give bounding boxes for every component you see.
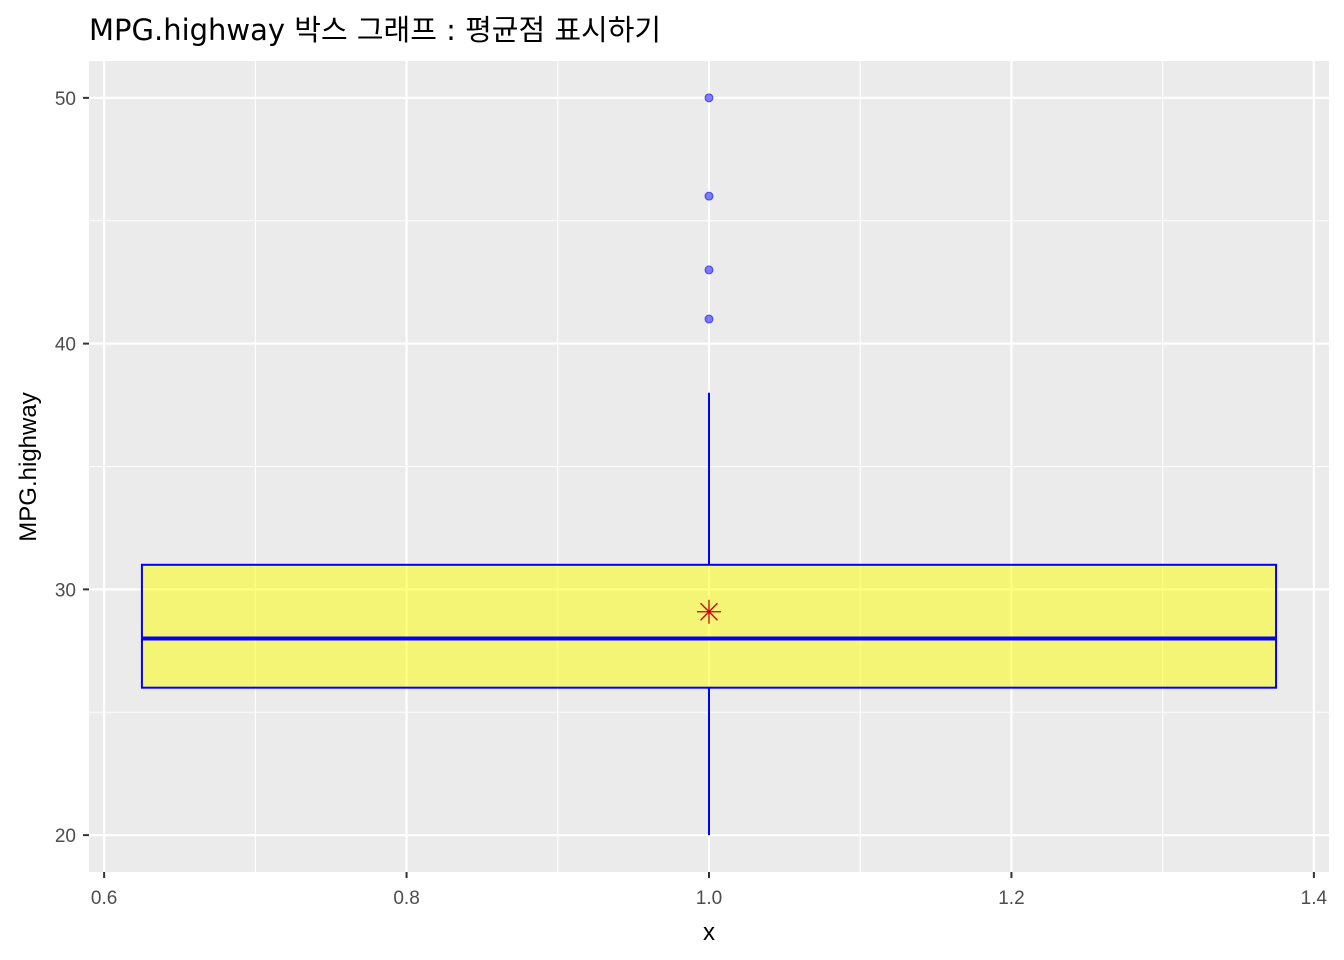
y-axis-title: MPG.highway — [15, 392, 42, 541]
axes: 20 30 40 50 0.6 0.8 1.0 1.2 1.4 — [55, 89, 1328, 909]
gridlines — [89, 61, 1329, 872]
x-tick-label: 0.8 — [393, 888, 419, 909]
mean-point — [697, 599, 721, 624]
y-tick-label: 50 — [55, 89, 76, 110]
x-tick-label: 0.6 — [91, 888, 117, 909]
mean-marker-stroke — [700, 602, 718, 621]
x-tick-label: 1.0 — [696, 888, 722, 909]
box-layer — [140, 93, 1278, 836]
chart-title: MPG.highway 박스 그래프 : 평균점 표시하기 — [89, 13, 661, 47]
y-tick-label: 30 — [55, 580, 76, 601]
x-axis-title: x — [703, 919, 715, 946]
y-tick-label: 20 — [55, 826, 76, 847]
outlier-point — [704, 191, 714, 201]
x-tick-label: 1.4 — [1301, 888, 1328, 909]
outlier-point — [704, 93, 714, 103]
box-iqr — [140, 563, 1278, 689]
outlier-point — [704, 314, 714, 324]
x-tick-label: 1.2 — [998, 888, 1024, 909]
outlier-point — [704, 265, 714, 275]
y-tick-label: 40 — [55, 335, 76, 356]
